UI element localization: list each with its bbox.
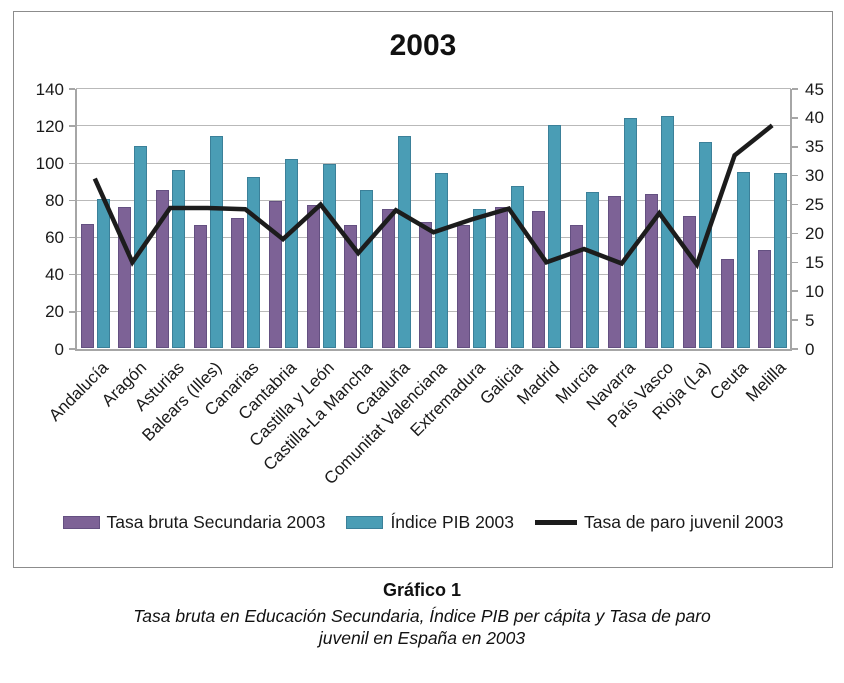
left-axis-tick-label: 100 [35,153,64,173]
x-axis-category-label: Ceuta [706,358,752,404]
left-axis-tick-label: 140 [35,79,64,99]
x-axis-category-label: Melilla [742,358,790,406]
plot-area: 0 20 40 60 80 100 120 140 0 5 10 15 20 25 30 35 40 45 An… [36,81,824,489]
left-axis-tick [69,162,75,165]
bar-tasa-bruta-secundaria [344,225,358,348]
bar-indice-pib [736,171,750,348]
bar-indice-pib [360,190,374,348]
bar-indice-pib [435,173,449,348]
left-axis-tick-label: 20 [45,302,64,322]
right-axis-tick-label: 20 [805,223,824,243]
left-axis-tick [69,88,75,90]
gridline [76,311,791,313]
gridline [76,199,791,201]
gridline [76,88,791,90]
figure-caption-text: Tasa bruta en Educación Secundaria, Índi… [133,606,711,649]
right-axis-tick [792,117,798,119]
right-axis-tick-label: 15 [805,252,824,272]
bar-indice-pib [397,136,411,348]
right-axis-tick-label: 45 [805,79,824,99]
bar-tasa-bruta-secundaria [457,225,471,348]
bar-tasa-bruta-secundaria [231,218,245,348]
bar-tasa-bruta-secundaria [570,225,583,348]
legend-swatch-tasa-bruta [62,516,100,529]
right-axis-tick-label: 10 [805,281,824,301]
legend-item-tasa-paro: Tasa de paro juvenil 2003 [535,512,783,533]
right-axis-tick [792,88,798,90]
right-axis-tick [792,146,798,148]
left-axis-tick [69,236,75,239]
gridline [76,273,791,275]
bar-indice-pib [623,117,637,348]
right-axis-tick-label: 30 [805,166,824,186]
bar-tasa-bruta-secundaria [758,249,772,348]
chart-title: 2003 [389,29,457,62]
right-axis-tick-label: 25 [805,195,824,215]
gridline [76,162,791,164]
legend-item-indice-pib: Índice PIB 2003 [346,512,514,533]
chart: 2003 0 20 40 60 80 100 120 140 0 5 10 15 20 25 30 35 40… [13,11,833,568]
legend-swatch-indice-pib [346,516,384,529]
bar-tasa-bruta-secundaria [720,258,734,348]
left-axis-tick [69,273,75,276]
bar-tasa-bruta-secundaria [607,195,621,348]
bar-indice-pib [774,173,788,348]
bar-tasa-bruta-secundaria [193,225,207,348]
right-axis-tick [792,319,798,321]
right-axis-tick [792,232,798,235]
right-axis-tick-label: 40 [805,108,824,128]
left-axis-line [75,89,77,350]
gridline [76,236,791,238]
bar-tasa-bruta-secundaria [419,221,433,348]
bar-tasa-bruta-secundaria [381,208,395,348]
right-axis-tick [792,290,798,292]
legend-label-indice-pib: Índice PIB 2003 [390,512,514,532]
left-axis-tick [69,125,75,127]
bar-indice-pib [172,169,186,348]
bar-indice-pib [473,208,487,348]
line-tasa-paro-juvenil [92,123,774,270]
bar-tasa-bruta-secundaria [494,206,508,348]
left-axis-tick-label: 80 [45,190,64,210]
x-axis-line [75,349,792,351]
legend-label-tasa-paro: Tasa de paro juvenil 2003 [584,512,784,532]
left-axis-tick-label: 60 [45,228,64,248]
right-axis-tick [792,203,798,206]
bar-tasa-bruta-secundaria [156,190,170,348]
bar-indice-pib [284,158,298,348]
figure-caption: Gráfico 1 Tasa bruta en Educación Secund… [0,580,844,650]
right-axis-tick [792,174,798,177]
left-axis-tick-label: 0 [54,339,64,359]
left-axis-tick-label: 120 [35,116,64,136]
bar-tasa-bruta-secundaria [645,193,659,348]
bar-indice-pib [548,125,562,348]
bar-tasa-bruta-secundaria [80,223,94,348]
figure-caption-label: Gráfico 1 [382,580,462,600]
bar-tasa-bruta-secundaria [306,205,320,348]
legend-label-tasa-bruta: Tasa bruta Secundaria 2003 [106,512,326,532]
left-axis-tick [69,311,75,313]
gridline [76,125,791,127]
right-axis-tick [792,261,798,264]
right-axis-tick-label: 5 [805,310,815,330]
legend-item-tasa-bruta: Tasa bruta Secundaria 2003 [62,512,326,533]
right-axis-tick [792,348,798,350]
bar-indice-pib [586,192,599,348]
legend-swatch-tasa-paro-line [535,520,577,525]
left-axis-tick-label: 40 [45,265,64,285]
right-axis-tick-label: 0 [805,339,815,359]
chart-legend: Tasa bruta Secundaria 2003 Índice PIB 20… [14,512,832,533]
right-axis-tick-label: 35 [805,137,824,157]
bar-indice-pib [209,136,223,348]
left-axis-tick [69,199,75,202]
right-axis-line [790,89,792,350]
left-axis-tick [69,348,75,350]
